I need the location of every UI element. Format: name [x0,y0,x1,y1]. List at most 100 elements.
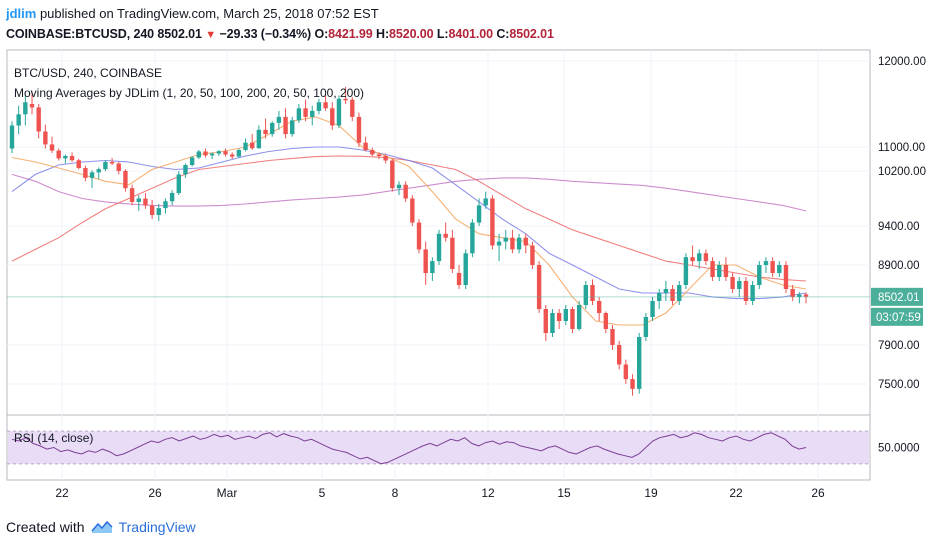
candle-body [96,169,101,173]
candle-body [69,156,75,161]
candle-body [296,108,302,121]
candle-body [223,151,228,155]
candle-body [423,249,428,273]
candle-body [530,245,535,265]
candle-body [336,98,342,126]
candle-body [209,153,215,156]
candle-body [103,162,108,170]
candle-body [550,313,555,333]
x-tick-label: Mar [217,486,238,500]
y-tick-label: 12000.00 [878,56,926,68]
candle-body [189,157,195,165]
candle-body [583,285,589,305]
candle-body [29,104,35,108]
open-value: 8421.99 [328,27,373,41]
tradingview-link[interactable]: TradingView [118,519,196,535]
candle-body [36,107,41,132]
candle-body [737,281,742,289]
candle-body [330,108,335,126]
candle-body [450,237,455,269]
candle-body [16,114,21,126]
candle-body [250,142,255,149]
candle-body [256,129,262,149]
y-tick-label: 10200.00 [878,166,926,178]
countdown-badge [871,307,923,326]
x-tick-label: 5 [319,486,326,500]
candle-body [343,98,348,101]
candle-body [216,151,222,154]
ma20-line [11,116,807,326]
candle-body [416,222,422,250]
chart-title: BTC/USD, 240, COINBASE [14,66,162,80]
candle-body [563,309,568,321]
candle-body [270,122,275,135]
candle-body [636,337,642,389]
candle-body [677,285,682,301]
candle-body [503,237,508,242]
candle-body [23,102,28,115]
candle-body [383,156,388,161]
publish-text: published on TradingView.com, March 25, … [36,6,379,21]
candle-body [523,237,528,246]
close-label: C: [496,27,510,41]
candle-body [770,261,775,273]
candle-body [350,99,355,117]
open-label: O: [314,27,329,41]
candle-body [263,129,268,135]
countdown-label: 03:07:59 [876,312,921,324]
candle-body [56,150,61,159]
candle-body [229,154,235,157]
candle-body [556,313,562,321]
candle-body [109,162,115,164]
candle-body [717,265,722,277]
candle-body [443,233,448,238]
x-tick-label: 8 [392,486,399,500]
low-value: 8401.00 [448,27,494,41]
x-tick-label: 15 [557,486,571,500]
candle-body [410,198,415,223]
candle-body [797,294,802,297]
candle-body [570,309,575,329]
candle-body [643,317,649,337]
candle-body [303,108,308,117]
candle-body [136,198,141,202]
x-tick-label: 22 [729,486,743,500]
candle-body [183,165,188,175]
candle-body [697,253,702,262]
candle-body [436,233,442,262]
candle-body [703,253,709,262]
y-tick-label: 11000.00 [878,142,925,154]
rsi-legend: RSI (14, close) [14,431,93,445]
candle-body [83,168,88,178]
tradingview-logo-icon [91,520,113,533]
candle-body [396,184,402,189]
x-tick-label: 12 [481,486,495,500]
candle-body [476,205,482,223]
candle-body [310,110,315,117]
candle-body [730,277,735,289]
study-legend: Moving Averages by JDLim (1, 20, 50, 100… [14,86,364,100]
candle-body [690,257,695,262]
candle-body [496,241,502,246]
candle-body [290,120,295,135]
candle-body [43,131,48,145]
candle-body [156,208,161,215]
candle-body [316,102,322,111]
candle-body [490,198,495,246]
candle-body [663,289,669,293]
candle-body [650,301,655,317]
candle-body [483,198,488,206]
grid [7,50,870,480]
author-link[interactable]: jdlim [6,6,37,21]
candle-body [203,151,208,156]
candle-body [236,150,242,157]
candle-body [610,329,615,345]
candle-body [323,102,328,109]
y-tick-label: 7900.00 [878,340,920,352]
candle-body [363,142,368,150]
x-tick-label: 26 [148,486,162,500]
candle-body [116,163,121,171]
y-tick-label: 7500.00 [878,379,920,391]
footer: Created with TradingView [6,519,196,535]
